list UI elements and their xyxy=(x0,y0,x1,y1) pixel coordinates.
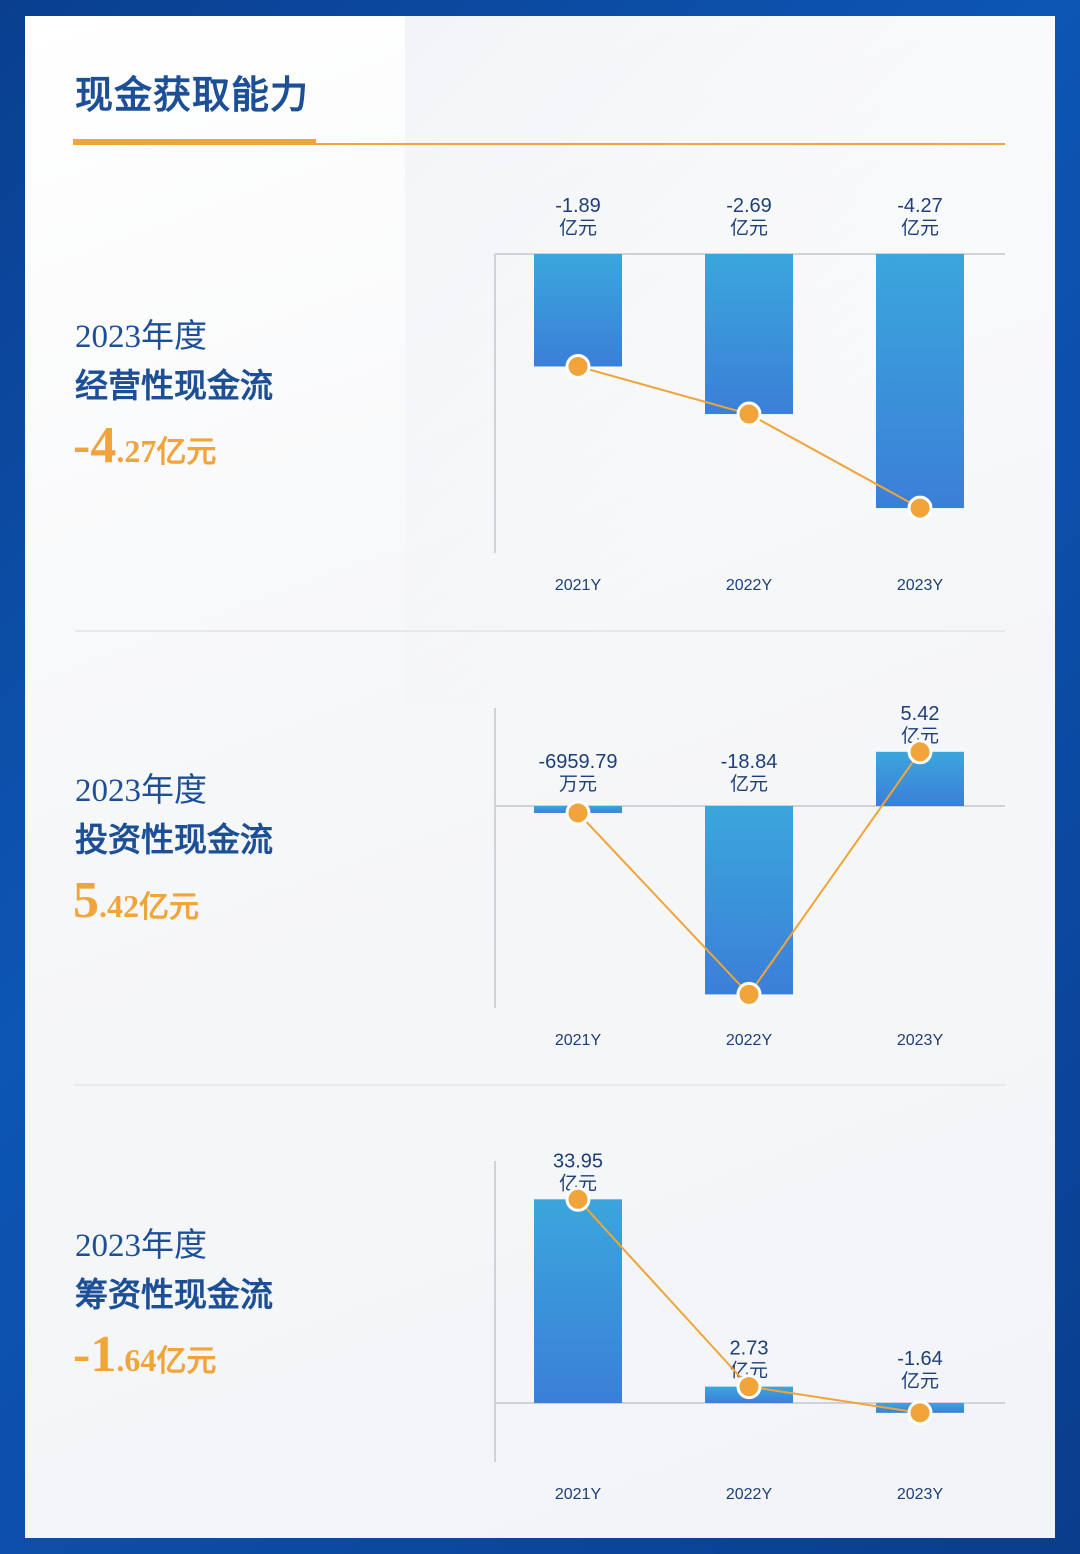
data-label-unit: 万元 xyxy=(559,773,597,795)
data-label-value: -2.69 xyxy=(726,195,772,217)
operating-value-dec: .27 xyxy=(116,433,157,469)
operating-value-int: -4 xyxy=(73,417,117,474)
investing-value-unit: 亿元 xyxy=(139,890,199,925)
charts-canvas: -1.89亿元2021Y-2.69亿元2022Y-4.27亿元2023Y-695… xyxy=(494,195,1005,1503)
data-label-value: -4.27 xyxy=(897,195,943,217)
operating-value-unit: 亿元 xyxy=(156,435,217,470)
x-tick-label: 2021Y xyxy=(555,1032,602,1049)
section-divider xyxy=(75,1084,1005,1086)
x-tick-label: 2022Y xyxy=(726,1032,773,1049)
investing-highlight-value: 5.42亿元 xyxy=(73,871,199,930)
title-underline-accent xyxy=(73,139,316,145)
data-label-unit: 亿元 xyxy=(901,217,939,239)
trend-point xyxy=(736,1374,762,1400)
x-tick-label: 2023Y xyxy=(897,1032,944,1049)
section-divider xyxy=(75,630,1005,632)
bar xyxy=(705,806,793,995)
investing-value-dec: .42 xyxy=(99,888,139,924)
trend-point xyxy=(907,495,933,521)
investing-section-name: 投资性现金流 xyxy=(75,820,273,859)
bar xyxy=(534,254,622,367)
financing-section-name: 筹资性现金流 xyxy=(75,1275,273,1314)
data-label-unit: 亿元 xyxy=(901,725,939,747)
data-label-value: -1.89 xyxy=(555,195,601,217)
investing-value-int: 5 xyxy=(73,872,99,929)
financing-value-dec: .64 xyxy=(116,1342,157,1378)
data-label-value: 2.73 xyxy=(730,1338,769,1360)
x-tick-label: 2021Y xyxy=(555,1486,602,1503)
trend-point xyxy=(565,800,591,826)
trend-point xyxy=(736,401,762,427)
trend-point xyxy=(907,1400,933,1426)
operating-highlight-value: -4.27亿元 xyxy=(73,416,216,475)
trend-point xyxy=(907,739,933,765)
x-tick-label: 2021Y xyxy=(555,577,602,594)
operating-section-name: 经营性现金流 xyxy=(75,366,273,405)
data-label-unit: 亿元 xyxy=(559,217,597,239)
trend-point xyxy=(736,981,762,1007)
data-label-unit: 亿元 xyxy=(730,217,768,239)
financing-value-int: -1 xyxy=(73,1326,117,1383)
bar xyxy=(705,254,793,415)
x-tick-label: 2023Y xyxy=(897,1486,944,1503)
x-tick-label: 2022Y xyxy=(726,577,773,594)
data-label-value: 33.95 xyxy=(553,1150,603,1172)
data-label-unit: 亿元 xyxy=(730,773,768,795)
investing-year-label: 2023年度 xyxy=(75,773,207,809)
data-label-unit: 亿元 xyxy=(901,1370,939,1392)
bar xyxy=(534,1199,622,1403)
financing-highlight-value: -1.64亿元 xyxy=(73,1325,216,1384)
data-label-unit: 亿元 xyxy=(559,1172,597,1194)
bar xyxy=(876,254,964,509)
trend-point xyxy=(565,1186,591,1212)
financing-year-label: 2023年度 xyxy=(75,1228,207,1264)
data-label-value: 5.42 xyxy=(901,703,940,725)
x-tick-label: 2022Y xyxy=(726,1486,773,1503)
financing-value-unit: 亿元 xyxy=(156,1344,217,1379)
data-label-value: -1.64 xyxy=(897,1348,943,1370)
trend-point xyxy=(565,353,591,379)
x-tick-label: 2023Y xyxy=(897,577,944,594)
title-underline xyxy=(75,143,1005,145)
data-label-value: -18.84 xyxy=(721,751,778,773)
data-label-value: -6959.79 xyxy=(539,751,618,773)
operating-year-label: 2023年度 xyxy=(75,319,207,355)
report-card: 现金获取能力 2023年度 经营性现金流 -4.27亿元 2023年度 投资性现… xyxy=(25,16,1055,1538)
page-title: 现金获取能力 xyxy=(75,73,310,117)
